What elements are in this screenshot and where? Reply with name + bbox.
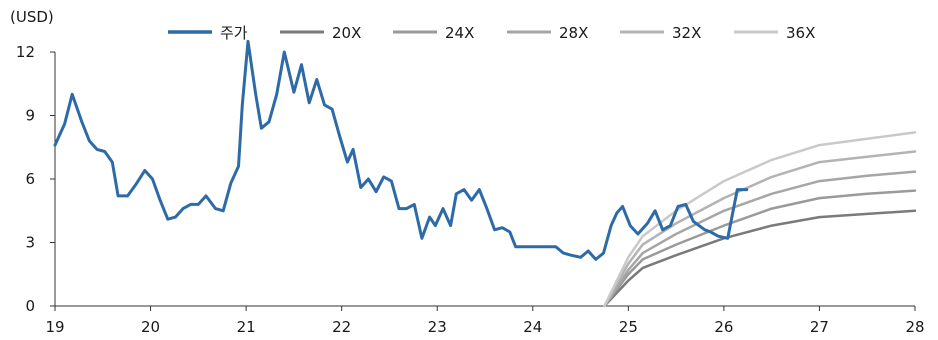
x-tick-label: 25 [619, 318, 638, 336]
legend-label: 20X [332, 24, 361, 42]
series-line-24x [603, 189, 917, 308]
legend-label: 28X [559, 24, 588, 42]
legend: 주가 20X 24X 28X 32X 36X [168, 24, 815, 42]
series-line-20x [603, 209, 917, 308]
y-tick-label: 0 [25, 297, 35, 315]
x-tick-label: 21 [237, 318, 256, 336]
x-tick-label: 24 [523, 318, 542, 336]
series-line-32x [603, 150, 917, 308]
series-line-28x [603, 170, 917, 308]
legend-label: 36X [786, 24, 815, 42]
series-line-price [53, 39, 749, 261]
series-line-36x [603, 131, 917, 308]
x-tick-label: 19 [45, 318, 64, 336]
y-tick-label: 6 [25, 170, 35, 188]
series-group [53, 39, 917, 308]
legend-label: 주가 [220, 24, 248, 42]
y-tick-label: 12 [16, 43, 35, 61]
y-tick-label: 3 [25, 234, 35, 252]
x-tick-label: 22 [332, 318, 351, 336]
axes: 0 3 6 9 12 19 20 21 22 23 24 25 26 27 28 [16, 43, 925, 336]
y-axis-unit-label: (USD) [10, 8, 54, 26]
x-tick-label: 27 [810, 318, 829, 336]
x-tick-label: 28 [905, 318, 924, 336]
x-tick-label: 20 [141, 318, 160, 336]
y-tick-label: 9 [25, 107, 35, 125]
x-tick-label: 23 [428, 318, 447, 336]
legend-label: 32X [672, 24, 701, 42]
legend-label: 24X [445, 24, 474, 42]
x-tick-label: 26 [714, 318, 733, 336]
